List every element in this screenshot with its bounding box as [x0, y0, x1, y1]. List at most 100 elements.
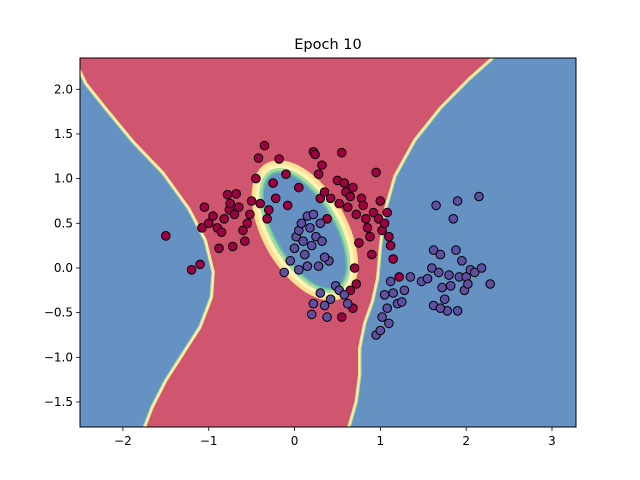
decision-regions — [80, 58, 576, 427]
x-tick-label: −1 — [200, 434, 218, 448]
point-class-0 — [384, 231, 394, 242]
y-tick-label: 2.0 — [54, 82, 73, 96]
point-class-0 — [382, 207, 393, 218]
point-class-1 — [452, 196, 463, 206]
point-class-0 — [371, 167, 381, 178]
point-class-0 — [365, 231, 375, 242]
point-class-0 — [246, 196, 257, 206]
point-class-0 — [222, 189, 233, 200]
point-class-0 — [282, 200, 293, 211]
point-class-1 — [388, 288, 399, 298]
y-tick-label: −1.0 — [44, 350, 73, 364]
point-class-0 — [268, 178, 278, 188]
point-class-1 — [379, 290, 390, 300]
y-tick-label: −0.5 — [44, 306, 73, 320]
x-tick-label: 1 — [377, 434, 385, 448]
point-class-1 — [325, 294, 336, 305]
point-class-1 — [469, 267, 480, 278]
point-class-0 — [259, 140, 270, 151]
point-class-1 — [285, 256, 296, 266]
point-class-0 — [255, 198, 266, 209]
point-class-1 — [427, 263, 437, 273]
point-class-1 — [342, 298, 353, 309]
point-class-1 — [474, 191, 484, 202]
point-class-0 — [310, 149, 320, 160]
point-class-1 — [322, 312, 332, 322]
point-class-0 — [214, 243, 224, 254]
point-class-1 — [476, 263, 487, 273]
point-class-0 — [336, 147, 347, 158]
point-class-0 — [264, 205, 274, 215]
point-class-1 — [298, 236, 308, 246]
point-class-0 — [313, 169, 324, 179]
point-class-1 — [313, 261, 324, 272]
point-class-0 — [195, 259, 205, 270]
point-class-1 — [315, 288, 326, 298]
point-class-0 — [225, 198, 235, 209]
point-class-0 — [322, 214, 332, 224]
point-class-0 — [242, 218, 253, 229]
point-class-1 — [385, 276, 396, 287]
point-class-0 — [385, 240, 396, 251]
point-class-0 — [394, 272, 405, 282]
point-class-0 — [234, 202, 244, 212]
point-class-1 — [444, 270, 454, 280]
point-class-1 — [445, 281, 456, 291]
point-class-0 — [229, 209, 240, 220]
point-class-1 — [317, 236, 327, 246]
point-class-0 — [317, 160, 327, 170]
point-class-1 — [308, 298, 319, 309]
point-class-0 — [231, 189, 241, 199]
point-class-1 — [428, 245, 439, 255]
point-class-0 — [351, 209, 362, 220]
point-class-0 — [351, 279, 362, 289]
point-class-1 — [289, 243, 300, 254]
y-tick-label: 1.0 — [54, 172, 73, 186]
point-class-0 — [208, 211, 218, 221]
point-class-0 — [199, 202, 210, 212]
point-class-0 — [358, 200, 369, 211]
point-class-1 — [433, 267, 444, 278]
point-class-1 — [319, 300, 330, 311]
point-class-0 — [334, 198, 345, 209]
point-class-0 — [367, 249, 377, 260]
point-class-1 — [306, 240, 317, 251]
point-class-1 — [431, 200, 441, 211]
point-class-1 — [457, 256, 467, 266]
point-class-1 — [296, 218, 307, 229]
point-class-0 — [216, 227, 227, 237]
point-class-0 — [319, 187, 330, 197]
point-class-0 — [375, 196, 386, 206]
point-class-1 — [306, 309, 317, 320]
point-class-1 — [302, 261, 313, 272]
point-class-0 — [197, 223, 207, 233]
right-region-class-1 — [350, 58, 576, 427]
point-class-0 — [219, 214, 229, 224]
point-class-0 — [253, 153, 264, 163]
point-class-0 — [348, 182, 358, 193]
point-class-0 — [161, 231, 171, 241]
point-class-1 — [294, 265, 304, 275]
plot-frame — [79, 57, 577, 428]
point-class-1 — [377, 312, 387, 322]
y-tick-label: 0.5 — [54, 216, 73, 230]
point-class-1 — [437, 282, 447, 293]
point-class-0 — [274, 154, 284, 164]
point-class-0 — [362, 223, 373, 233]
point-class-1 — [305, 223, 315, 233]
point-class-0 — [345, 191, 356, 202]
x-tick-label: −2 — [114, 434, 132, 448]
point-class-1 — [315, 218, 326, 229]
y-tick-label: 0.0 — [54, 261, 73, 275]
point-class-1 — [452, 306, 463, 316]
point-class-1 — [319, 252, 330, 263]
point-class-0 — [325, 193, 336, 204]
y-axis: −1.5 −1.0 −0.5 0.0 0.5 1.0 1.5 2.0 — [44, 82, 80, 409]
chart-title: Epoch 10 — [294, 37, 361, 53]
point-class-0 — [379, 218, 390, 229]
point-class-1 — [485, 279, 496, 289]
point-class-0 — [240, 236, 250, 246]
data-points — [161, 140, 496, 340]
point-class-0 — [186, 265, 197, 275]
